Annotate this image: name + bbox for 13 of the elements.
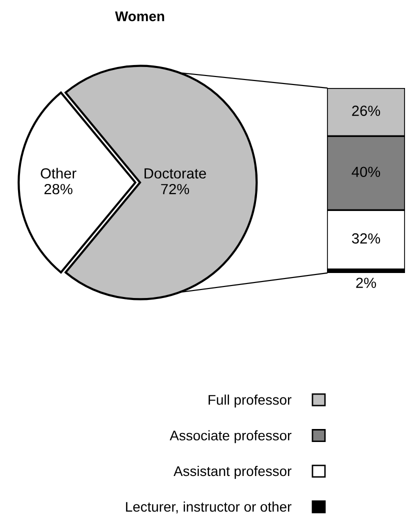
chart-title: Women [115, 12, 164, 22]
data-label: 72% [161, 184, 190, 194]
data-label: 26% [352, 106, 380, 116]
data-label: 32% [352, 233, 380, 244]
legend-label: Associate professor [170, 430, 292, 444]
legend-label: Lecturer, instructor or other [126, 502, 292, 514]
legend-label: Assistant professor [174, 466, 292, 479]
data-label: 2% [356, 278, 376, 288]
data-label: 28% [44, 184, 72, 194]
data-label: 40% [352, 166, 380, 178]
slice-label: Doctorate [144, 168, 206, 179]
slice-label: Other [40, 168, 76, 179]
legend-label: Full professor [208, 394, 292, 408]
